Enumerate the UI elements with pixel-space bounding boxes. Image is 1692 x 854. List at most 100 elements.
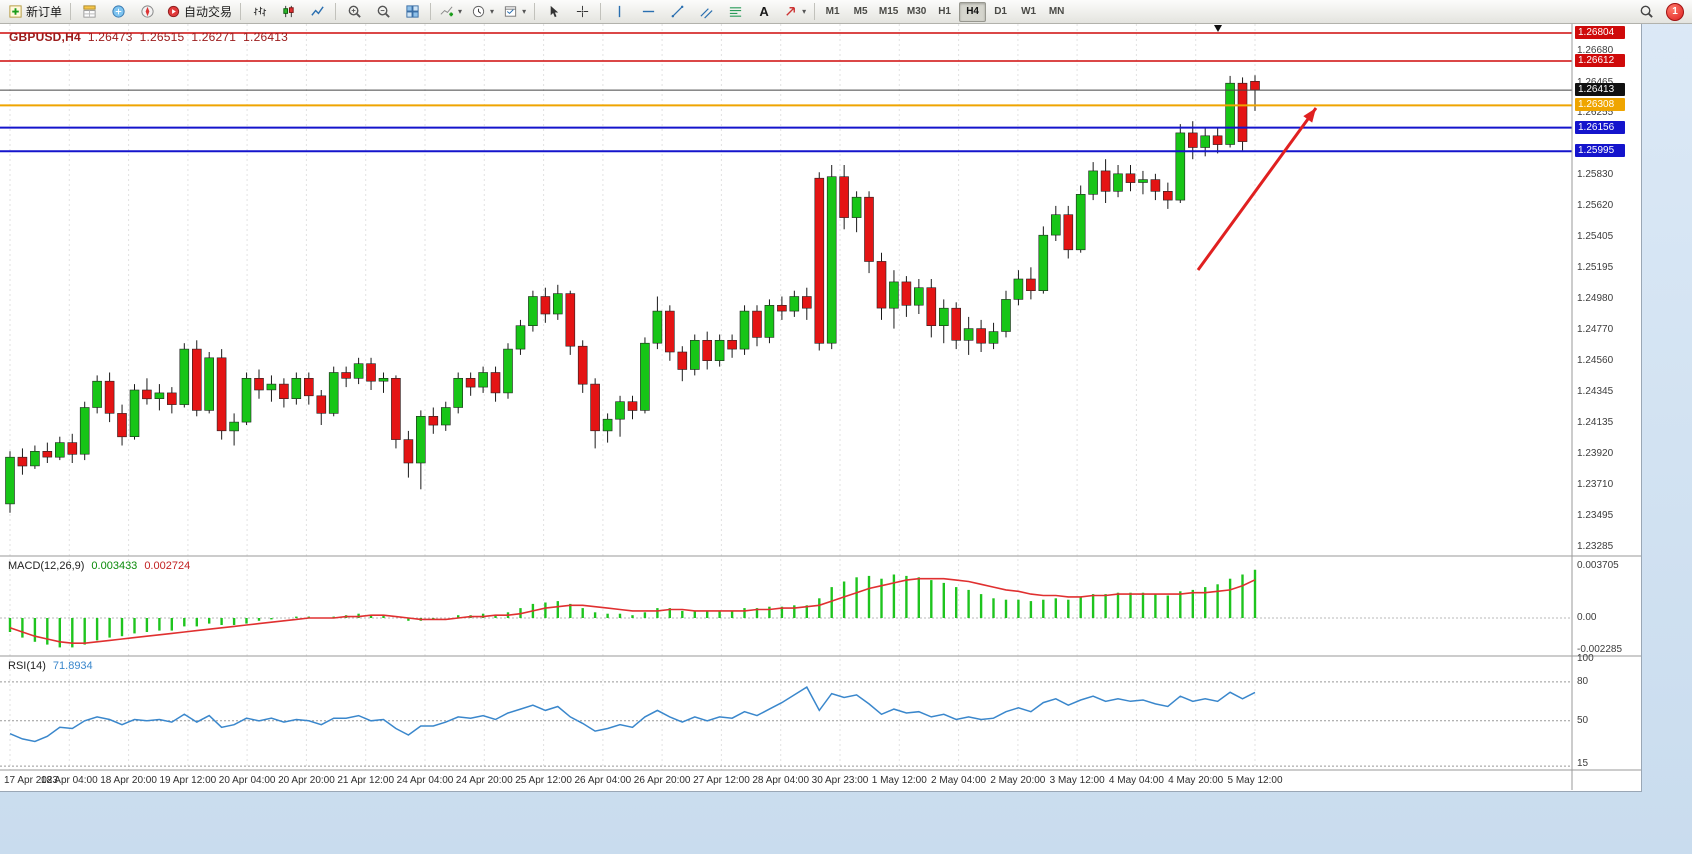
timeframe-mn[interactable]: MN [1048, 6, 1065, 17]
timeframe-h1[interactable]: H1 [938, 6, 951, 17]
rsi-pane [0, 681, 1572, 767]
rsi-axis-label: 50 [1577, 714, 1589, 726]
candle [428, 407, 439, 434]
macd-pane [0, 569, 1572, 648]
candle [988, 322, 999, 350]
candle [602, 413, 613, 443]
trend-arrow-annotation[interactable] [1196, 107, 1318, 271]
price-axis-label: 1.24770 [1577, 324, 1614, 336]
new-order-icon [9, 5, 22, 18]
indicators-icon [440, 6, 454, 17]
auto-trading-button[interactable]: 自动交易 [162, 1, 236, 23]
cursor-button[interactable] [539, 1, 567, 23]
tile-windows-button[interactable] [398, 1, 426, 23]
arrows-button[interactable]: ▾ [779, 1, 810, 23]
candle [963, 316, 974, 355]
candle [1225, 75, 1235, 148]
zoom-in-icon [348, 5, 361, 18]
time-axis-label: 2 May 20:00 [990, 775, 1046, 786]
timeframe-h4[interactable]: H4 [959, 1, 987, 22]
time-axis-label: 17 Apr 2023 [4, 775, 58, 786]
fibonacci-button[interactable] [721, 1, 749, 23]
timeframe-m5[interactable]: M5 [853, 6, 868, 17]
quote-high: 1.26515 [139, 30, 185, 44]
zoom-out-button[interactable] [369, 1, 397, 23]
timeframe-m30[interactable]: M30 [906, 6, 927, 17]
line-chart-icon [310, 6, 324, 16]
candle [689, 334, 700, 376]
chevron-down-icon: ▾ [458, 7, 463, 16]
candle [204, 352, 214, 414]
rsi-line [9, 686, 1256, 743]
time-axis-label: 20 Apr 04:00 [218, 775, 276, 786]
toolbar-right-cluster: 1 [1632, 1, 1688, 23]
notification-badge[interactable]: 1 [1666, 2, 1684, 21]
line-chart-button[interactable] [303, 1, 331, 23]
candle [528, 290, 538, 332]
candle [241, 372, 252, 425]
new-order-button[interactable]: 新订单 [4, 1, 66, 23]
candle [129, 384, 140, 440]
candlestick-chart-button[interactable] [274, 1, 302, 23]
time-axis-label: 1 May 12:00 [871, 775, 927, 786]
candle [727, 334, 737, 358]
bar-chart-button[interactable] [245, 1, 273, 23]
candle [739, 305, 750, 355]
timeframe-m15[interactable]: M15 [878, 6, 899, 17]
candle [1063, 205, 1074, 259]
price-axis-label: 1.24135 [1577, 416, 1614, 428]
crosshair-button[interactable] [568, 1, 596, 23]
indicators-button[interactable]: ▾ [435, 1, 466, 23]
quote-open: 1.26473 [87, 30, 133, 44]
candle [1212, 127, 1223, 154]
auto-trading-button-label: 自动交易 [184, 5, 233, 19]
candle [1175, 124, 1186, 203]
rsi-value: 71.8934 [52, 660, 93, 672]
data-window-button[interactable] [104, 1, 132, 23]
candle [714, 334, 725, 367]
vertical-line-button[interactable] [605, 1, 633, 23]
timeframe-d1[interactable]: D1 [994, 6, 1007, 17]
chevron-down-icon: ▾ [522, 7, 527, 16]
candle [440, 401, 451, 431]
price-axis-label: 1.23495 [1577, 510, 1614, 522]
search-button[interactable] [1632, 1, 1660, 23]
text-button[interactable]: A [750, 1, 778, 23]
annotation-marker[interactable] [1214, 25, 1222, 32]
trendline-button[interactable] [663, 1, 691, 23]
candle [976, 319, 986, 352]
candle [79, 401, 90, 461]
price-axis-label: 1.23710 [1577, 478, 1614, 490]
candle [652, 296, 663, 350]
rsi-name: RSI(14) [8, 660, 46, 672]
macd-axis-label: 0.00 [1577, 611, 1597, 623]
navigator-icon [140, 5, 154, 18]
candle [1051, 205, 1061, 241]
market-watch-button[interactable] [75, 1, 103, 23]
chart-canvas[interactable] [0, 24, 1641, 791]
auto-trading-icon [167, 5, 180, 18]
horizontal-line-button[interactable] [634, 1, 662, 23]
price-axis-label: 1.24980 [1577, 293, 1614, 305]
macd-signal-value: 0.002724 [144, 560, 191, 572]
chevron-down-icon: ▾ [802, 7, 807, 16]
candle [540, 287, 551, 323]
candle [764, 299, 775, 344]
timeframe-m1[interactable]: M1 [825, 6, 840, 17]
templates-button[interactable]: ▾ [499, 1, 530, 23]
candle [353, 357, 364, 385]
candle [515, 319, 526, 355]
timeframe-w1[interactable]: W1 [1021, 6, 1037, 17]
zoom-in-button[interactable] [340, 1, 368, 23]
candle [266, 375, 277, 402]
candle [192, 340, 202, 417]
candle [640, 337, 650, 414]
candle [889, 270, 899, 329]
equidistant-channel-button[interactable] [692, 1, 720, 23]
navigator-button[interactable] [133, 1, 161, 23]
candle [142, 378, 152, 405]
candle [826, 165, 837, 350]
periods-button[interactable]: ▾ [467, 1, 498, 23]
candle [565, 290, 576, 355]
candle [17, 448, 28, 475]
